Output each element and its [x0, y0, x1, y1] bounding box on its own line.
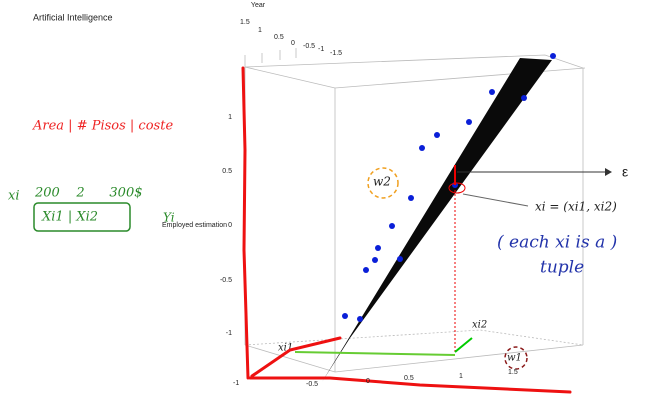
- left-tick: -1: [226, 330, 232, 337]
- w1: w1: [507, 353, 522, 364]
- bottom-tick: -0.5: [306, 381, 318, 388]
- note-line2: tuple: [540, 258, 584, 278]
- note-line1: ( each xi is a ): [497, 233, 617, 253]
- left-axis-label: Employed estimation: [162, 222, 227, 229]
- bottom-tick: -1: [233, 380, 239, 387]
- bottom-tick: 1.5: [508, 369, 518, 376]
- circle: [448, 182, 466, 194]
- red-strokes: [241, 66, 572, 394]
- row-values: 200 2 300$: [34, 186, 143, 201]
- top-tick: 1: [258, 27, 262, 34]
- top-tick: 0: [291, 40, 295, 47]
- bottom-tick: 1: [459, 373, 463, 380]
- target: Yi: [163, 211, 175, 225]
- point-formula: xi = (xi1, xi2): [535, 200, 617, 214]
- left-tick: 0.5: [222, 168, 232, 175]
- regression-plane: [322, 58, 552, 382]
- plot-box: [244, 48, 586, 373]
- top-axis-label: Year: [251, 2, 266, 9]
- row-label: xi: [8, 189, 20, 204]
- data-points: [342, 53, 556, 322]
- left-tick: 1: [228, 114, 232, 121]
- xi2-label: xi2: [472, 320, 487, 331]
- epsilon: ε: [622, 164, 628, 180]
- arrow-head: [605, 168, 612, 176]
- pointer: [462, 193, 529, 207]
- w2: w2: [373, 175, 391, 189]
- xi2-line: [454, 337, 473, 353]
- top-tick: -0.5: [303, 43, 315, 50]
- top-tick: 0.5: [274, 34, 284, 41]
- xi1-label: xi1: [278, 343, 293, 354]
- top-tick: 1.5: [240, 19, 250, 26]
- slide-title: Artificial Intelligence: [33, 12, 113, 22]
- bottom-tick: 0: [366, 378, 370, 385]
- left-tick: 0: [228, 222, 232, 229]
- xi1-line: [294, 351, 456, 356]
- tuple-text: Xi1 | Xi2: [41, 210, 98, 225]
- columns-note: Area | # Pisos | coste: [32, 119, 173, 134]
- bottom-tick: 0.5: [404, 375, 414, 382]
- top-tick: -1: [318, 46, 324, 53]
- top-tick: -1.5: [330, 50, 342, 57]
- w1-rotation: [504, 346, 528, 370]
- w2-rotation: [367, 167, 399, 199]
- tuple-box: [33, 202, 131, 232]
- left-tick: -0.5: [220, 277, 232, 284]
